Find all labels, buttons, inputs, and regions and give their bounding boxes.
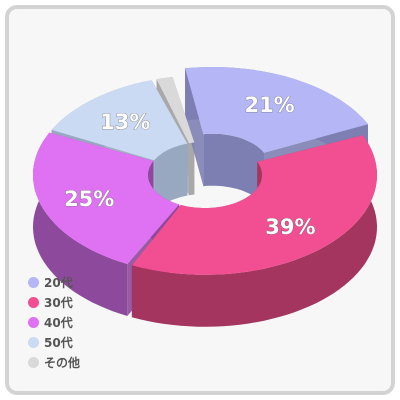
legend-item-50s: 50代 bbox=[28, 334, 80, 351]
slice-3 bbox=[51, 80, 188, 161]
legend-swatch bbox=[28, 337, 39, 348]
legend-item-other: その他 bbox=[28, 354, 80, 371]
slice-2 bbox=[33, 132, 180, 264]
slice-side-2 bbox=[33, 132, 128, 316]
slice-label: 21% bbox=[244, 93, 294, 117]
slice-inner-0 bbox=[203, 133, 264, 205]
legend-label: その他 bbox=[44, 356, 81, 370]
legend-item-20s: 20代 bbox=[28, 274, 80, 291]
legend-label: 20代 bbox=[44, 276, 73, 290]
legend-swatch bbox=[28, 277, 39, 288]
slice-4 bbox=[156, 77, 195, 144]
slice-labels: 21% 39% 25% 13% bbox=[64, 93, 316, 240]
legend-item-40s: 40代 bbox=[28, 314, 80, 331]
slice-0 bbox=[185, 67, 368, 153]
donut-tops bbox=[33, 67, 377, 275]
legend-label: 50代 bbox=[44, 336, 73, 350]
legend-swatch bbox=[28, 357, 39, 368]
legend-swatch bbox=[28, 297, 39, 308]
slice-label: 25% bbox=[64, 187, 114, 211]
legend-label: 30代 bbox=[44, 296, 73, 310]
legend: 20代 30代 40代 50代 その他 bbox=[28, 274, 80, 374]
legend-item-30s: 30代 bbox=[28, 294, 80, 311]
slice-1 bbox=[131, 135, 377, 275]
legend-label: 40代 bbox=[44, 316, 73, 330]
slice-side-1 bbox=[131, 135, 377, 327]
legend-swatch bbox=[28, 317, 39, 328]
slice-label: 13% bbox=[100, 110, 150, 134]
slice-label: 39% bbox=[265, 215, 315, 239]
